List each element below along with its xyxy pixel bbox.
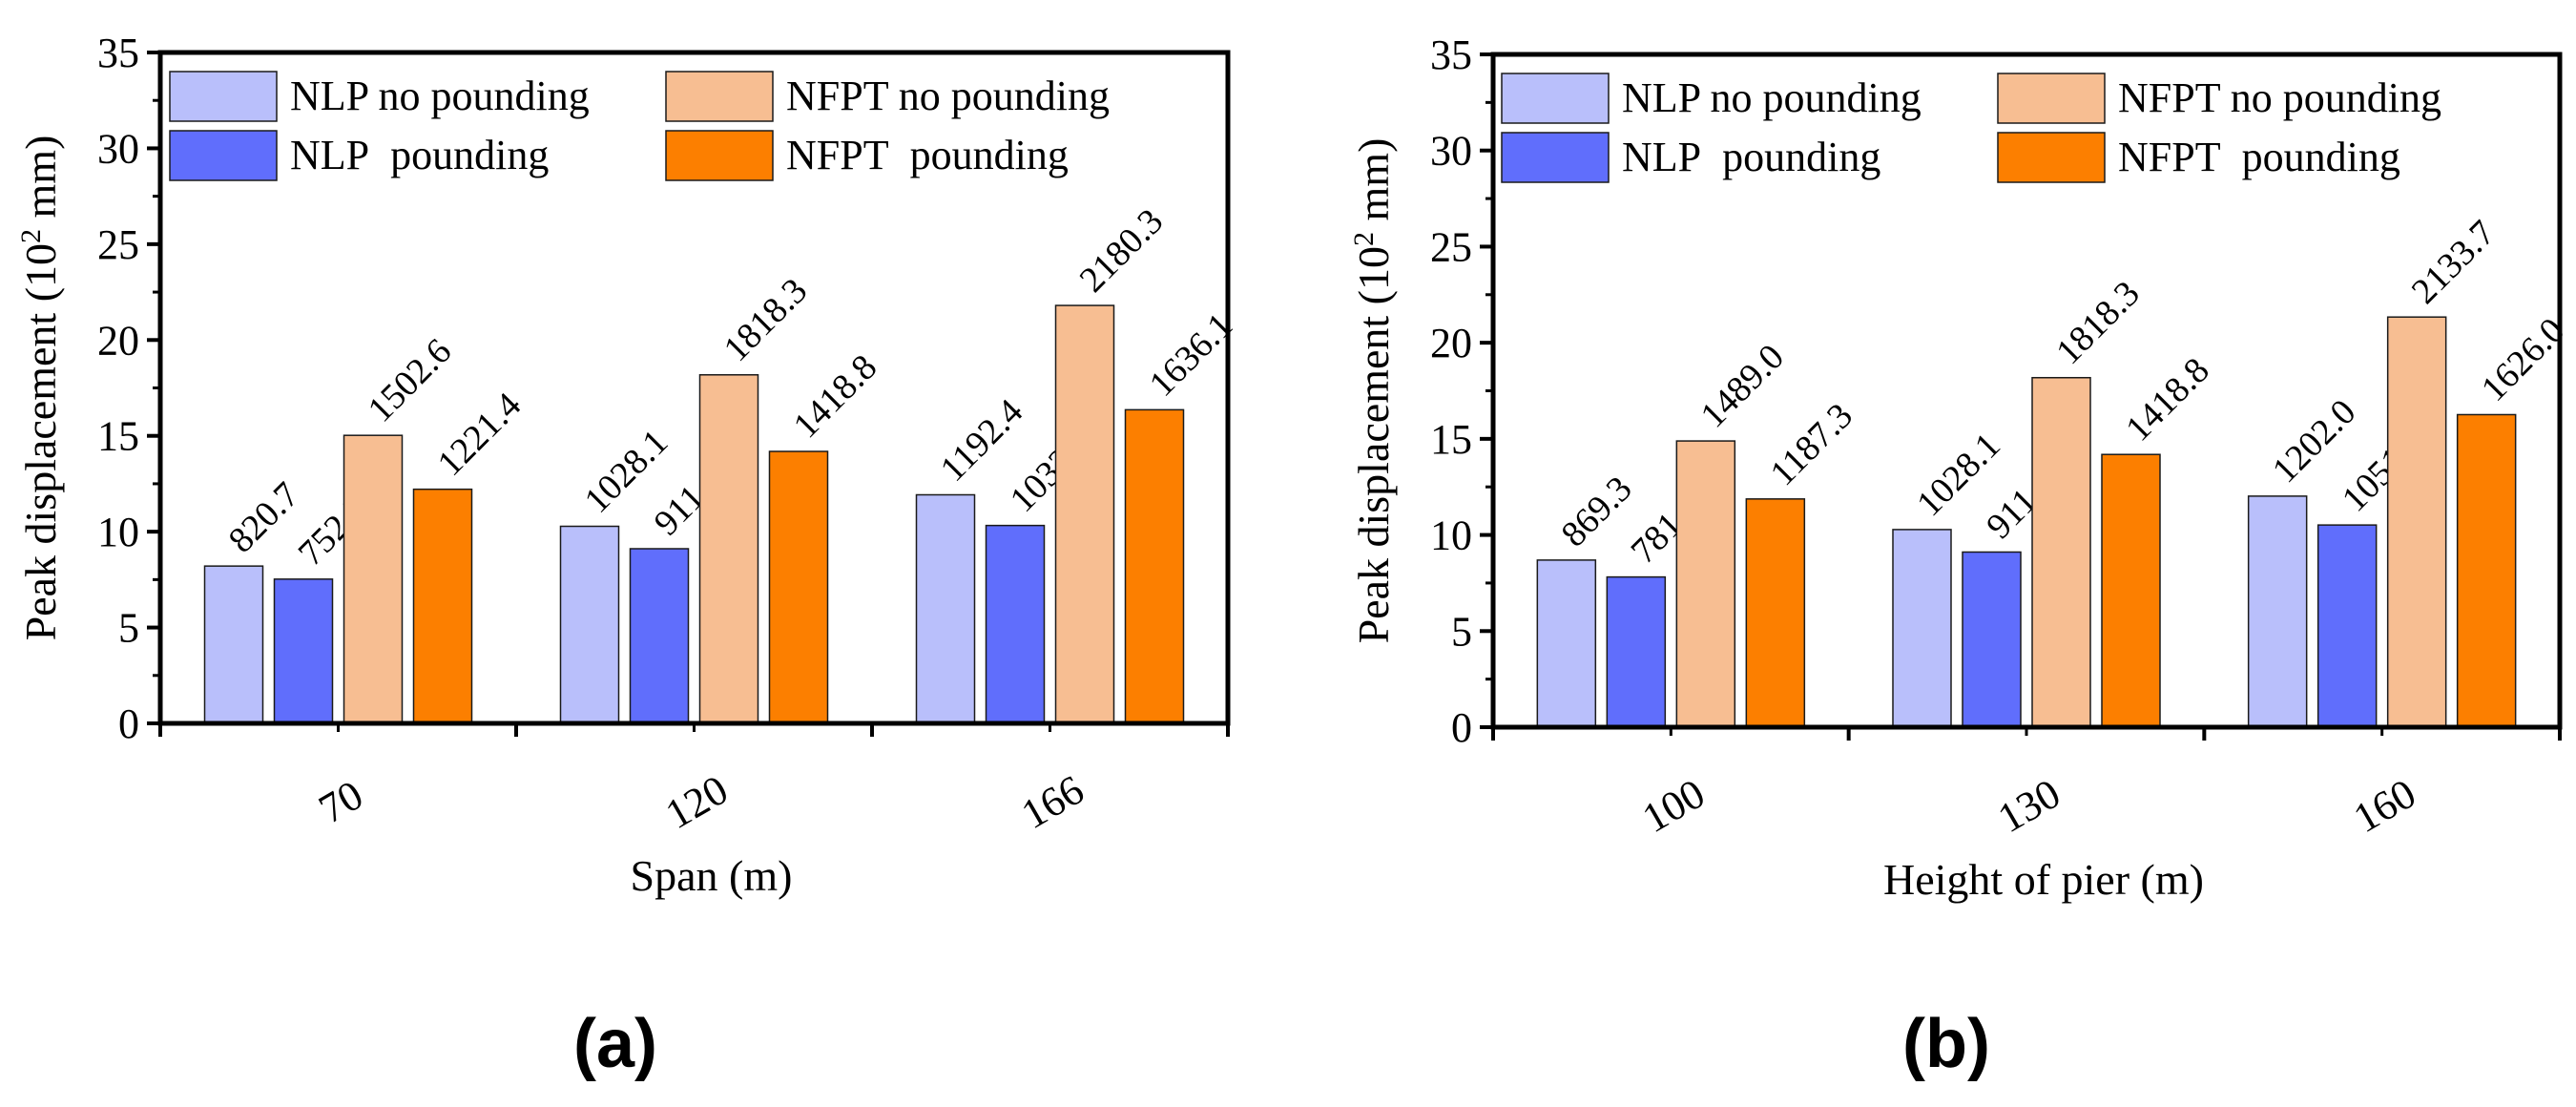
y-axis-label-superscript: 2 <box>1348 232 1380 246</box>
y-tick-label: 30 <box>1430 128 1472 175</box>
bar <box>1745 498 1806 728</box>
y-axis-label-superscript: 2 <box>15 229 47 243</box>
bar <box>559 525 620 724</box>
x-tick-label: 120 <box>657 766 736 838</box>
legend-swatch <box>1997 73 2106 124</box>
bar <box>1606 575 1667 728</box>
legend-label: NFPT pounding <box>786 132 1069 178</box>
y-axis-label: Peak displacement (102 mm) <box>15 136 66 641</box>
bar <box>343 434 404 724</box>
y-tick-label: 30 <box>97 125 139 172</box>
bar <box>2456 413 2517 728</box>
legend-swatch <box>1501 73 1610 124</box>
bar <box>1054 304 1115 724</box>
chart-panel-b: 869.3781.41489.01187.31001028.1911.11818… <box>1348 31 2573 904</box>
y-tick-label: 0 <box>118 700 139 747</box>
data-label: 1221.4 <box>430 385 530 484</box>
legend-swatch <box>1997 132 2106 183</box>
legend-label: NFPT pounding <box>2118 134 2400 180</box>
data-label: 1192.4 <box>933 391 1031 490</box>
bar <box>915 493 976 724</box>
chart-panel-a: 820.7752.51502.61221.4701028.1911.11818.… <box>15 30 1241 900</box>
y-tick-label: 35 <box>97 30 139 76</box>
legend-label: NLP pounding <box>290 132 549 178</box>
data-label: 2133.7 <box>2404 213 2503 312</box>
y-tick-label: 20 <box>1430 320 1472 366</box>
y-axis-label-base: Peak displacement (10 <box>16 243 65 640</box>
bar <box>2316 524 2378 728</box>
data-label: 1818.3 <box>2048 274 2148 373</box>
bar <box>768 450 829 724</box>
y-tick-label: 25 <box>1430 223 1472 270</box>
legend-label: NLP no pounding <box>1622 74 1922 121</box>
legend-label: NLP pounding <box>1622 134 1880 180</box>
x-tick-label: 70 <box>311 771 371 832</box>
bar <box>2247 495 2308 728</box>
bar <box>412 488 473 724</box>
data-label: 1187.3 <box>1762 396 1860 494</box>
data-label: 1502.6 <box>361 331 460 430</box>
bar <box>2386 316 2447 728</box>
data-label: 2180.3 <box>1072 201 1172 301</box>
y-tick-label: 35 <box>1430 31 1472 78</box>
data-label: 1418.8 <box>786 347 885 447</box>
bar <box>1124 408 1185 724</box>
bar <box>203 565 264 724</box>
x-tick-label: 166 <box>1013 766 1091 838</box>
data-label: 1818.3 <box>717 271 816 370</box>
legend-label: NLP no pounding <box>290 73 590 119</box>
data-label: 1418.8 <box>2118 350 2217 449</box>
x-tick-label: 130 <box>1990 770 2068 842</box>
bar <box>2101 453 2161 728</box>
legend-swatch <box>1501 132 1610 183</box>
y-tick-label: 25 <box>97 221 139 268</box>
bar <box>1675 440 1736 728</box>
bar <box>985 524 1046 724</box>
x-axis-label: Height of pier (m) <box>1883 855 2204 904</box>
subplot-label-b: (b) <box>1902 1006 1990 1082</box>
legend-swatch <box>665 130 774 181</box>
legend-label: NFPT no pounding <box>2118 74 2441 121</box>
y-tick-label: 15 <box>97 413 139 460</box>
bar <box>629 548 690 724</box>
bar <box>2031 376 2091 728</box>
subplot-label-a: (a) <box>573 1006 657 1082</box>
y-tick-label: 0 <box>1451 704 1472 751</box>
x-axis-label: Span (m) <box>631 851 793 900</box>
bar <box>1892 529 1952 728</box>
y-axis-label: Peak displacement (102 mm) <box>1348 138 1399 644</box>
y-tick-label: 5 <box>118 605 139 652</box>
legend-swatch <box>665 71 774 122</box>
legend-swatch <box>169 130 278 181</box>
x-tick-label: 160 <box>2346 770 2424 842</box>
y-tick-label: 5 <box>1451 608 1472 655</box>
bar <box>698 374 759 724</box>
x-tick-label: 100 <box>1634 770 1713 842</box>
bar <box>1536 559 1597 728</box>
data-label: 1489.0 <box>1693 337 1792 436</box>
y-tick-label: 20 <box>97 317 139 364</box>
y-tick-label: 15 <box>1430 416 1472 463</box>
y-axis-label-base: Peak displacement (10 <box>1349 246 1398 643</box>
y-axis-label-unit: mm) <box>1349 138 1398 232</box>
legend-label: NFPT no pounding <box>786 73 1110 119</box>
bar <box>273 578 334 724</box>
legend-swatch <box>169 71 278 122</box>
y-tick-label: 10 <box>1430 512 1472 559</box>
y-tick-label: 10 <box>97 509 139 555</box>
bar <box>1962 551 2022 728</box>
y-axis-label-unit: mm) <box>16 136 65 229</box>
